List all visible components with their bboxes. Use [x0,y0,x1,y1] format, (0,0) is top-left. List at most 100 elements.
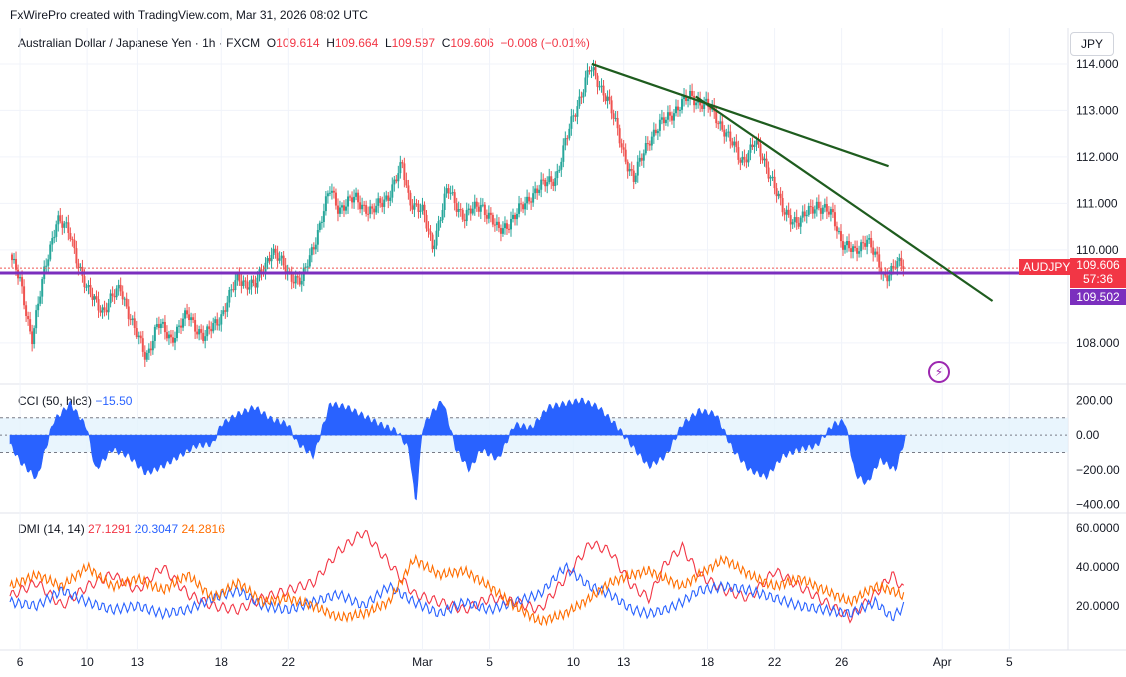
candle-body [381,202,384,207]
candle-body [767,167,770,179]
candle-body [328,192,331,194]
cci-tick-label: 0.00 [1076,428,1100,442]
candle-body [554,178,557,187]
candle-body [761,156,764,161]
candle-body [186,310,189,315]
candle-body [266,258,269,263]
x-tick-label: 13 [131,655,145,669]
currency-button[interactable]: JPY [1070,32,1114,56]
x-tick-label: 10 [80,655,94,669]
candle-body [127,306,130,319]
candle-body [232,289,235,291]
candle-body [220,314,223,325]
candle-body [528,196,531,202]
candle-body [379,198,382,203]
candle-body [503,223,506,229]
symbol-title[interactable]: Australian Dollar / Japanese Yen · 1h · … [18,36,261,50]
candle-body [206,326,209,337]
candle-body [218,324,221,326]
candle-body [693,95,696,106]
candle-body [304,266,307,268]
candle-body [272,248,275,256]
candle-body [234,280,237,291]
candle-body [447,188,450,194]
candle-body [169,334,172,338]
candle-body [522,204,525,210]
candle-body [347,196,350,207]
candle-body [831,209,834,213]
candle-body [795,217,798,223]
candle-body [371,206,374,209]
candle-body [757,140,760,145]
lightning-icon[interactable]: ⚡ [928,361,950,383]
candle-body [654,129,657,134]
dmi-legend[interactable]: DMI (14, 14) 27.1291 20.3047 24.2816 [18,522,225,536]
candle-body [375,205,378,213]
candle-body [773,176,776,189]
candle-body [417,203,420,212]
candle-body [324,196,327,212]
candle-body [604,95,607,102]
price-tick-label: 114.000 [1076,57,1119,71]
candle-body [175,326,178,339]
candle-body [829,209,832,215]
candle-body [254,283,257,288]
candle-body [338,207,341,214]
candle-body [805,214,808,217]
candle-body [516,213,519,220]
candle-body [632,170,635,182]
candle-body [190,317,193,321]
candle-body [276,252,279,261]
candle-body [598,86,601,88]
candle-body [145,352,148,360]
cci-pane [0,397,1068,501]
candle-body [813,209,816,214]
high-label: H [326,36,335,50]
candle-body [745,159,748,163]
candle-body [117,284,120,289]
candle-body [351,197,354,203]
candle-body [532,193,535,203]
candle-body [437,221,440,231]
candle-body [224,310,227,312]
candle-body [409,192,412,206]
candle-body [385,195,388,200]
cci-legend[interactable]: CCI (50, hlc3) −15.50 [18,394,132,408]
candle-body [705,98,708,102]
candle-body [184,310,187,319]
dmi-value-2: 20.3047 [134,522,179,536]
candle-body [111,293,114,296]
candle-body [512,214,515,219]
candle-body [582,92,585,98]
candle-body [801,211,804,218]
price-tick-label: 112.000 [1076,150,1119,164]
candle-body [393,179,396,185]
candle-body [57,215,60,225]
candle-body [180,325,183,328]
candle-body [731,141,734,146]
candle-body [230,289,233,291]
candle-body [723,129,726,137]
candle-body [552,181,555,187]
candle-body [499,227,502,234]
candle-body [129,318,132,321]
candle-body [334,192,337,206]
candle-body [326,193,329,197]
high-value: 109.664 [334,36,379,50]
candle-body [322,211,325,222]
candle-body [524,203,527,210]
candle-body [51,238,54,245]
candle-body [727,131,730,133]
candle-body [35,310,38,329]
candle-body [405,180,408,186]
candle-body [473,201,476,209]
candle-body [558,169,561,172]
candle-body [622,147,625,150]
close-value: 109.606 [450,36,494,50]
candle-body [21,277,24,287]
candle-body [292,281,295,284]
candle-body [67,222,70,233]
candle-body [856,247,859,254]
candle-body [807,206,810,215]
